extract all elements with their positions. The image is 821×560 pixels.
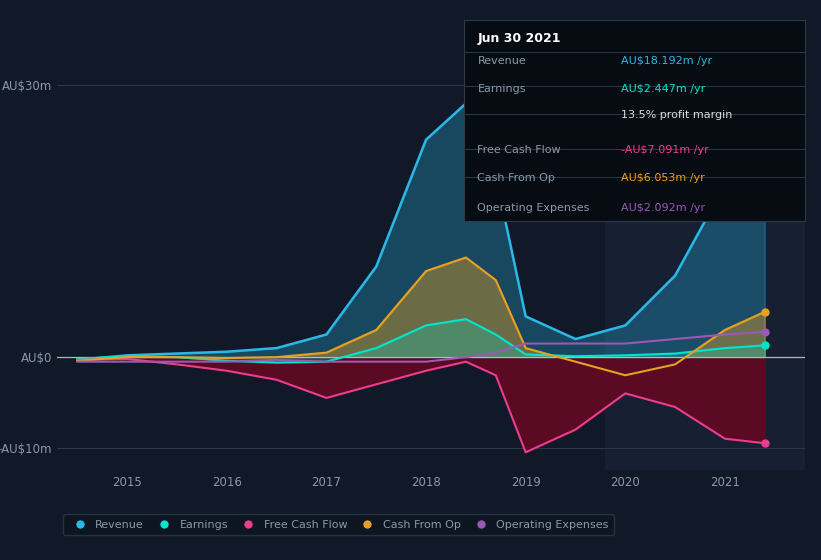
Text: Free Cash Flow: Free Cash Flow — [478, 144, 561, 155]
Text: AU$2.092m /yr: AU$2.092m /yr — [621, 203, 704, 213]
Text: 13.5% profit margin: 13.5% profit margin — [621, 110, 732, 120]
Bar — [605, 67, 805, 470]
Text: AU$18.192m /yr: AU$18.192m /yr — [621, 56, 712, 66]
Text: Revenue: Revenue — [478, 56, 526, 66]
Text: Jun 30 2021: Jun 30 2021 — [478, 32, 561, 45]
Text: AU$2.447m /yr: AU$2.447m /yr — [621, 84, 705, 94]
Text: Cash From Op: Cash From Op — [478, 173, 555, 183]
Text: AU$6.053m /yr: AU$6.053m /yr — [621, 173, 704, 183]
Text: Operating Expenses: Operating Expenses — [478, 203, 589, 213]
Legend: Revenue, Earnings, Free Cash Flow, Cash From Op, Operating Expenses: Revenue, Earnings, Free Cash Flow, Cash … — [63, 514, 614, 535]
Text: Earnings: Earnings — [478, 84, 526, 94]
Text: -AU$7.091m /yr: -AU$7.091m /yr — [621, 144, 709, 155]
